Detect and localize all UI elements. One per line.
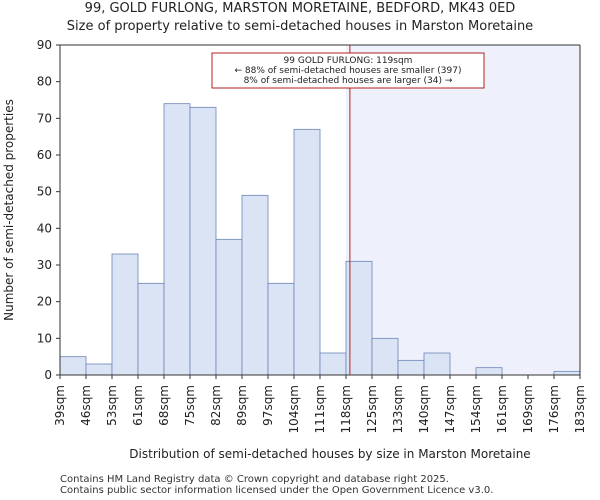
histogram-bar (241, 194, 269, 376)
x-tick-label: 46sqm (79, 385, 93, 426)
x-tick-label: 89sqm (235, 385, 249, 426)
x-tick-label: 53sqm (105, 385, 119, 426)
histogram-bar (319, 352, 347, 376)
histogram-bar (475, 367, 503, 376)
x-tick-label: 154sqm (469, 385, 483, 433)
annotation-line1: 99 GOLD FURLONG: 119sqm (284, 56, 413, 66)
x-tick-label: 111sqm (313, 385, 327, 433)
y-tick-label: 50 (37, 185, 52, 199)
histogram-bar (85, 363, 113, 376)
x-tick-label: 147sqm (443, 385, 457, 433)
histogram-bar (215, 238, 243, 376)
x-tick-label: 82sqm (209, 385, 223, 426)
x-tick-label: 97sqm (261, 385, 275, 426)
highlight-region (346, 45, 580, 375)
footer-licence: Contains public sector information licen… (60, 485, 494, 496)
y-tick-label: 70 (37, 111, 52, 125)
histogram-bar (59, 356, 87, 376)
x-tick-label: 183sqm (573, 385, 587, 433)
x-tick-label: 140sqm (417, 385, 431, 433)
annotation-box (211, 52, 485, 89)
y-tick-label: 10 (37, 331, 52, 345)
chart-title-subtitle: Size of property relative to semi-detach… (66, 19, 534, 34)
y-tick-label: 30 (37, 258, 52, 272)
x-tick-label: 61sqm (131, 385, 145, 426)
x-tick-label: 125sqm (365, 385, 379, 433)
histogram-bar (553, 370, 581, 376)
x-tick-label: 133sqm (391, 385, 405, 433)
x-tick-label: 169sqm (521, 385, 535, 433)
histogram-bar (111, 253, 139, 376)
histogram-bar (189, 106, 217, 376)
y-tick-label: 20 (37, 295, 52, 309)
histogram-bar (293, 128, 321, 376)
footer-copyright: Contains HM Land Registry data © Crown c… (60, 474, 449, 485)
annotation-line3: 8% of semi-detached houses are larger (3… (244, 76, 453, 86)
histogram-bar (397, 359, 425, 376)
x-tick-label: 104sqm (287, 385, 301, 433)
chart-title-address: 99, GOLD FURLONG, MARSTON MORETAINE, BED… (84, 1, 516, 16)
y-tick-label: 40 (37, 221, 52, 235)
y-axis-label: Number of semi-detached properties (2, 99, 16, 321)
x-tick-label: 39sqm (53, 385, 67, 426)
x-axis-label: Distribution of semi-detached houses by … (129, 447, 530, 461)
y-tick-label: 80 (37, 75, 52, 89)
x-tick-label: 68sqm (157, 385, 171, 426)
x-tick-label: 118sqm (339, 385, 353, 433)
x-tick-label: 161sqm (495, 385, 509, 433)
y-tick-label: 90 (37, 38, 52, 52)
annotation-line2: ← 88% of semi-detached houses are smalle… (235, 66, 462, 76)
histogram-bar (267, 282, 295, 376)
x-tick-label: 75sqm (183, 385, 197, 426)
histogram-bar (423, 352, 451, 376)
histogram-bar (137, 282, 165, 376)
y-tick-label: 0 (44, 368, 52, 382)
histogram-bar (163, 103, 191, 376)
histogram-bar (371, 337, 399, 376)
x-tick-label: 176sqm (547, 385, 561, 433)
y-tick-label: 60 (37, 148, 52, 162)
